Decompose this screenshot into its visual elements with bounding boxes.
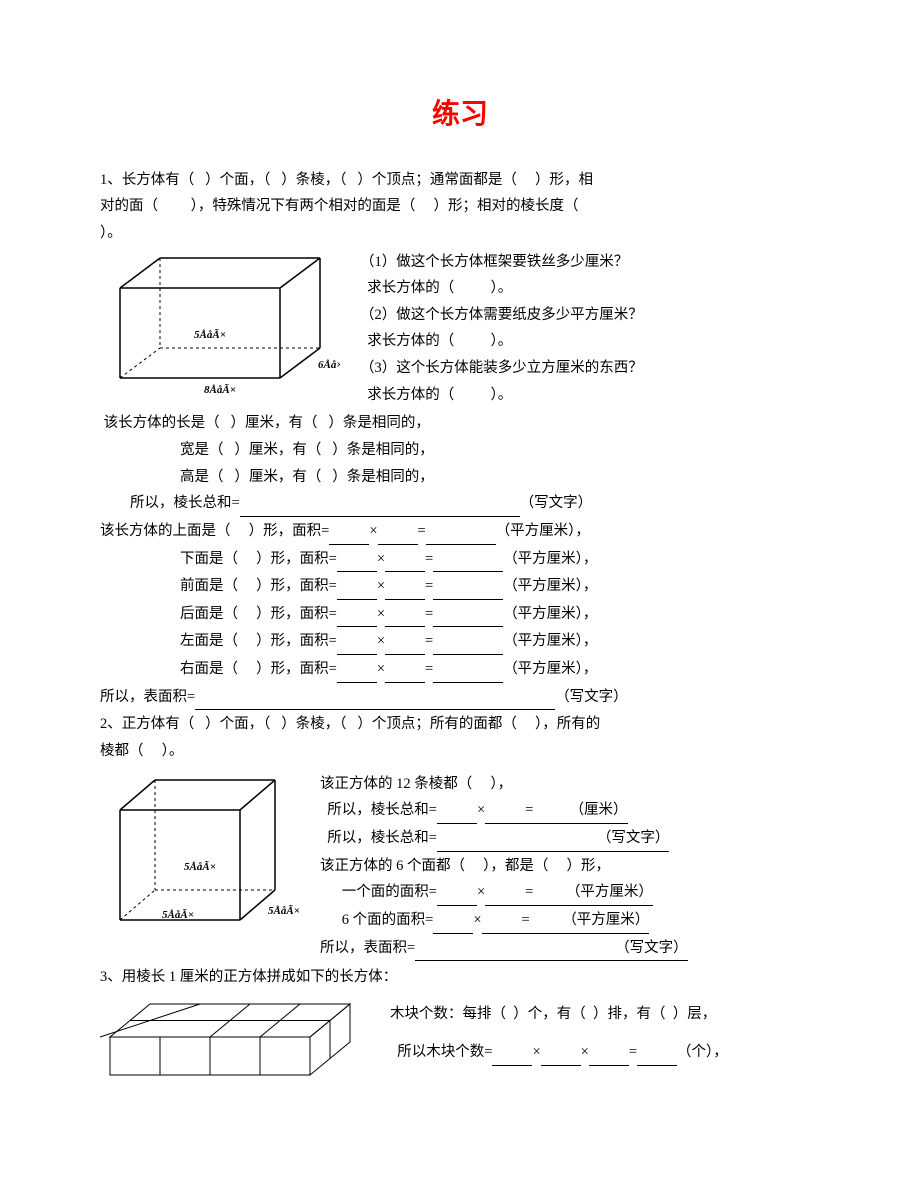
q1-surface: 所以，表面积= （写文字） <box>100 685 820 711</box>
svg-text:5ÅåÃ×: 5ÅåÃ× <box>268 905 300 917</box>
dim-8: 8ÅåÃ× <box>204 384 236 396</box>
q1-face-front: 前面是（ ）形，面积= × = （平方厘米）， <box>100 574 820 600</box>
unit-cuboid-figure <box>100 992 370 1082</box>
q1-face-bottom: 下面是（ ）形，面积= × = （平方厘米）， <box>100 547 820 573</box>
page-title: 练习 <box>100 90 820 138</box>
q1-width: 宽是（ ）厘米，有（ ）条是相同的， <box>100 438 820 463</box>
q2-text: 该正方体的 12 条棱都（ ）， 所以，棱长总和= × = （厘米） 所以，棱长… <box>310 770 820 963</box>
cube-figure: 5ÅåÃ× 5ÅåÃ× 5ÅåÃ× <box>100 770 310 930</box>
svg-text:5ÅåÃ×: 5ÅåÃ× <box>162 909 194 921</box>
q1-line1: 1、长方体有（ ）个面，（ ）条棱，（ ）个顶点；通常面都是（ ）形，相 <box>100 168 820 193</box>
q3-text: 木块个数：每排（ ）个，有（ ）排，有（ ）层， 所以木块个数= × × = （… <box>370 992 820 1068</box>
q1-face-top: 该长方体的上面是（ ）形，面积= × = （平方厘米）， <box>100 519 820 545</box>
q1-face-back: 后面是（ ）形，面积= × = （平方厘米）， <box>100 602 820 628</box>
q3-figure-row: 木块个数：每排（ ）个，有（ ）排，有（ ）层， 所以木块个数= × × = （… <box>100 992 820 1082</box>
dim-5: 5ÅåÃ× <box>194 329 226 341</box>
q1-line2: 对的面（ ），特殊情况下有两个相对的面是（ ）形；相对的棱长度（ <box>100 194 820 219</box>
q2-line1: 2、正方体有（ ）个面，（ ）条棱，（ ）个顶点；所有的面都（ ），所有的 <box>100 712 820 737</box>
q2-line2: 棱都（ ）。 <box>100 739 820 764</box>
q3-line1: 3、用棱长 1 厘米的正方体拼成如下的长方体： <box>100 965 820 990</box>
q1-height: 高是（ ）厘米，有（ ）条是相同的， <box>100 465 820 490</box>
q1-edgesum: 所以，棱长总和= （写文字） <box>100 491 820 517</box>
q2-figure-row: 5ÅåÃ× 5ÅåÃ× 5ÅåÃ× 该正方体的 12 条棱都（ ）， 所以，棱长… <box>100 770 820 963</box>
q1-face-right: 右面是（ ）形，面积= × = （平方厘米）， <box>100 657 820 683</box>
cuboid-figure: 5ÅåÃ× 6Åå× 8ÅåÃ× <box>100 248 340 398</box>
q1-line3: ）。 <box>100 221 820 246</box>
q1-face-left: 左面是（ ）形，面积= × = （平方厘米）， <box>100 629 820 655</box>
q1-figure-row: 5ÅåÃ× 6Åå× 8ÅåÃ× （1）做这个长方体框架要铁丝多少厘米？ 求长方… <box>100 248 820 410</box>
svg-text:5ÅåÃ×: 5ÅåÃ× <box>184 861 216 873</box>
q1-length: 该长方体的长是（ ）厘米，有（ ）条是相同的， <box>100 411 820 436</box>
dim-6: 6Åå× <box>318 359 340 371</box>
q1-subquestions: （1）做这个长方体框架要铁丝多少厘米？ 求长方体的（ ）。 （2）做这个长方体需… <box>340 248 820 410</box>
